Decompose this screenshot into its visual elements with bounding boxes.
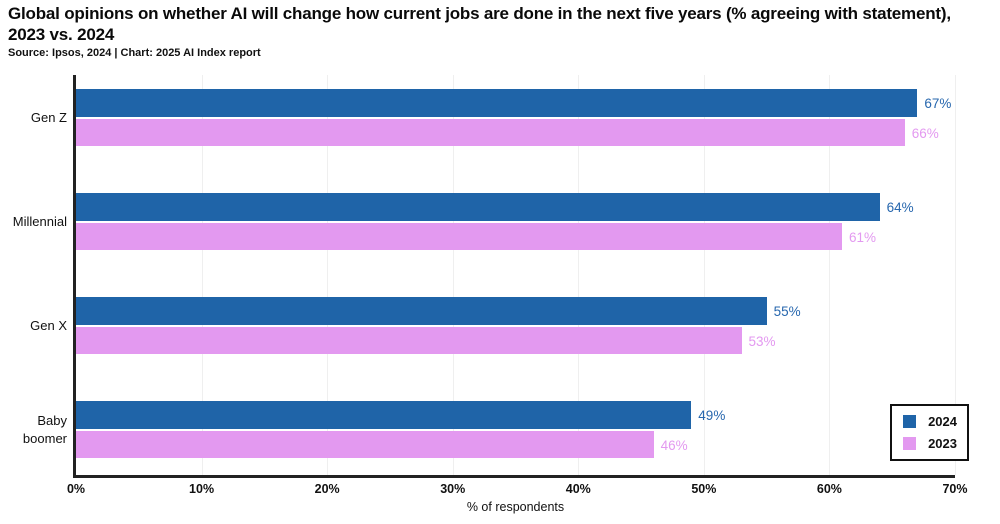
bar-group-gen-z: Gen Z 67% 66% <box>31 89 955 147</box>
category-label: Gen X <box>30 318 67 334</box>
bar-2024-gen-x <box>76 297 767 325</box>
legend-item-2023: 2023 <box>903 436 957 451</box>
chart-source: Source: Ipsos, 2024 | Chart: 2025 AI Ind… <box>8 47 261 59</box>
plot-area: Gen Z 67% 66% Millennial 64% 61% Gen X 55% 53% Ba… <box>13 75 969 514</box>
x-tick-label: 60% <box>816 482 842 496</box>
value-label: 46% <box>660 437 688 453</box>
value-label: 64% <box>886 199 914 215</box>
gridline <box>703 75 705 475</box>
legend-item-2024: 2024 <box>903 414 957 429</box>
value-label: 53% <box>748 333 776 349</box>
bar-2023-gen-z <box>76 119 905 146</box>
legend-swatch <box>903 437 916 450</box>
category-label: Gen Z <box>30 110 67 126</box>
category-label: Millennial <box>12 214 67 230</box>
bar-group-millennial: Millennial 64% 61% <box>13 193 955 251</box>
value-label: 49% <box>698 407 726 423</box>
legend-swatch <box>903 415 916 428</box>
gridline <box>955 75 956 475</box>
legend-label: 2024 <box>928 414 957 429</box>
bar-2023-baby-boomer <box>76 431 654 458</box>
value-label: 66% <box>911 125 939 141</box>
x-tick-label: 70% <box>942 482 968 496</box>
gridline <box>829 75 831 475</box>
legend-label: 2023 <box>928 436 957 451</box>
x-tick-label: 20% <box>314 482 340 496</box>
x-tick-label: 0% <box>66 482 86 496</box>
bar-2023-gen-x <box>76 327 742 354</box>
x-axis-label: % of respondents <box>466 500 565 514</box>
x-tick-label: 50% <box>691 482 717 496</box>
bar-2023-millennial <box>76 223 842 250</box>
bar-group-baby-boomer: Baby boomer 49% 46% <box>23 401 955 459</box>
legend: 2024 2023 <box>890 404 969 461</box>
value-label: 61% <box>848 229 877 245</box>
x-tick-label: 40% <box>565 482 591 496</box>
bar-group-gen-x: Gen X 55% 53% <box>30 297 955 355</box>
gridline <box>452 75 454 475</box>
gridline <box>578 75 580 475</box>
gridline <box>327 75 329 475</box>
bar-2024-millennial <box>76 193 880 221</box>
gridline <box>201 75 203 475</box>
value-label: 67% <box>924 95 952 111</box>
chart-title: Global opinions on whether AI will chang… <box>8 4 951 44</box>
bar-2024-gen-z <box>76 89 918 117</box>
category-label: Baby boomer <box>22 413 67 446</box>
value-label: 55% <box>773 303 801 319</box>
bar-2024-baby-boomer <box>76 401 692 429</box>
x-tick-label: 30% <box>440 482 466 496</box>
x-tick-label: 10% <box>189 482 215 496</box>
